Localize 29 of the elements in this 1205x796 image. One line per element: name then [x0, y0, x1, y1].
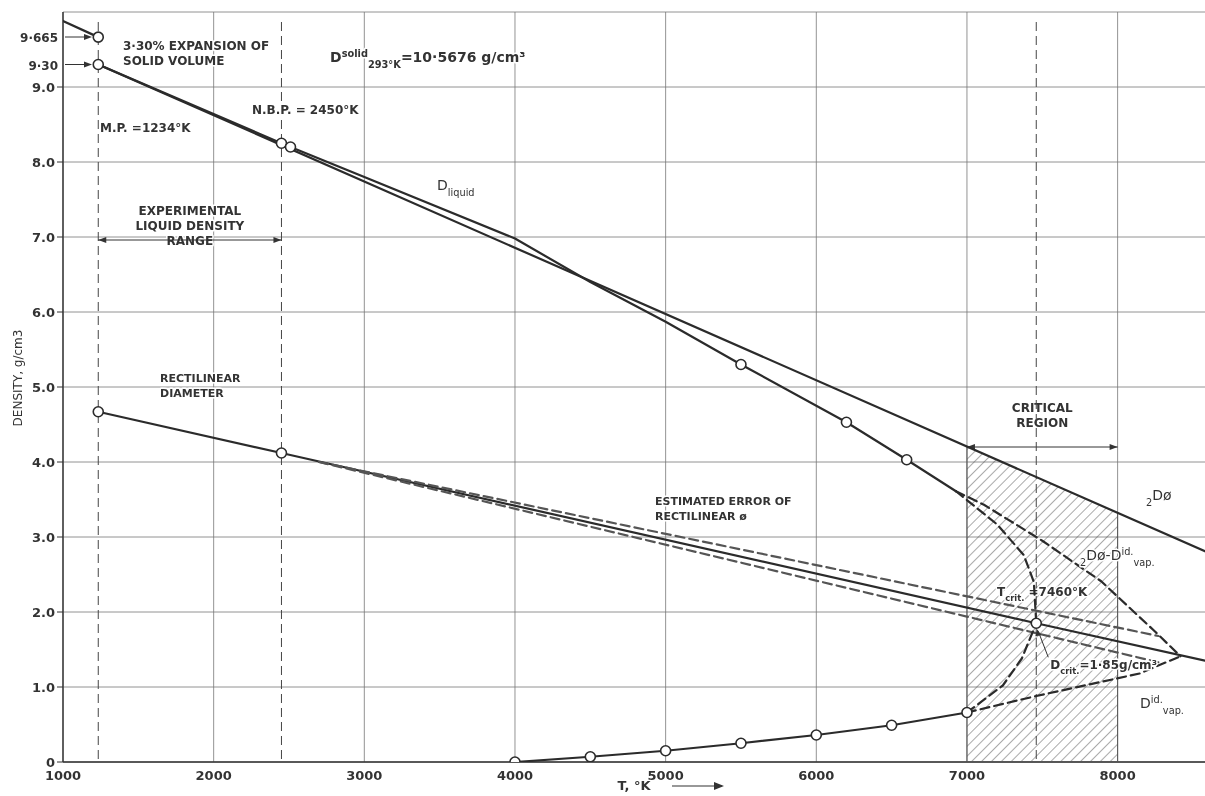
- x-tick-label: 1000: [44, 768, 82, 783]
- ref-line-label: M.P. =1234°K: [100, 121, 192, 135]
- series-label: ESTIMATED ERROR OF RECTILINEAR ø: [655, 495, 792, 523]
- series-label: $_{2}$Dø: [1146, 487, 1173, 508]
- series-label: D$_{liquid}$: [437, 177, 475, 198]
- x-tick-label: 2000: [195, 768, 232, 783]
- annotation: 3·30% EXPANSION OF SOLID VOLUME: [123, 39, 270, 68]
- y-tick-label: 3.0: [31, 530, 55, 545]
- x-tick-label: 6000: [798, 768, 835, 783]
- y-tick-label: 2.0: [31, 605, 55, 620]
- x-tick-label: 3000: [346, 768, 383, 783]
- text: RECTILINEAR DIAMETER: [160, 372, 241, 400]
- y-tick-label: 8.0: [31, 155, 55, 170]
- x-tick-label: 4000: [496, 768, 534, 783]
- y-tick-label: 9.0: [31, 80, 55, 95]
- text: 9·665: [20, 31, 58, 45]
- y-tick-label: 6.0: [31, 305, 55, 320]
- x-tick-label: 8000: [1099, 768, 1136, 783]
- y-tick-label: 1.0: [31, 680, 55, 695]
- band-label: CRITICAL REGION: [1011, 401, 1074, 430]
- y-tick-label: 7.0: [31, 230, 55, 245]
- x-tick-label: 7000: [948, 768, 986, 783]
- y-tick-label: 0: [45, 755, 55, 770]
- y-tick-label: 5.0: [31, 380, 55, 395]
- annotation: D$^{solid}$$_{293°K}$=10·5676 g/cm³: [330, 47, 526, 70]
- annotation: EXPERIMENTAL LIQUID DENSITY RANGE: [135, 204, 245, 248]
- text: 9·30: [28, 59, 58, 73]
- y-axis-title: DENSITY, g/cm3: [11, 329, 25, 427]
- y-tick-label: 4.0: [31, 455, 55, 470]
